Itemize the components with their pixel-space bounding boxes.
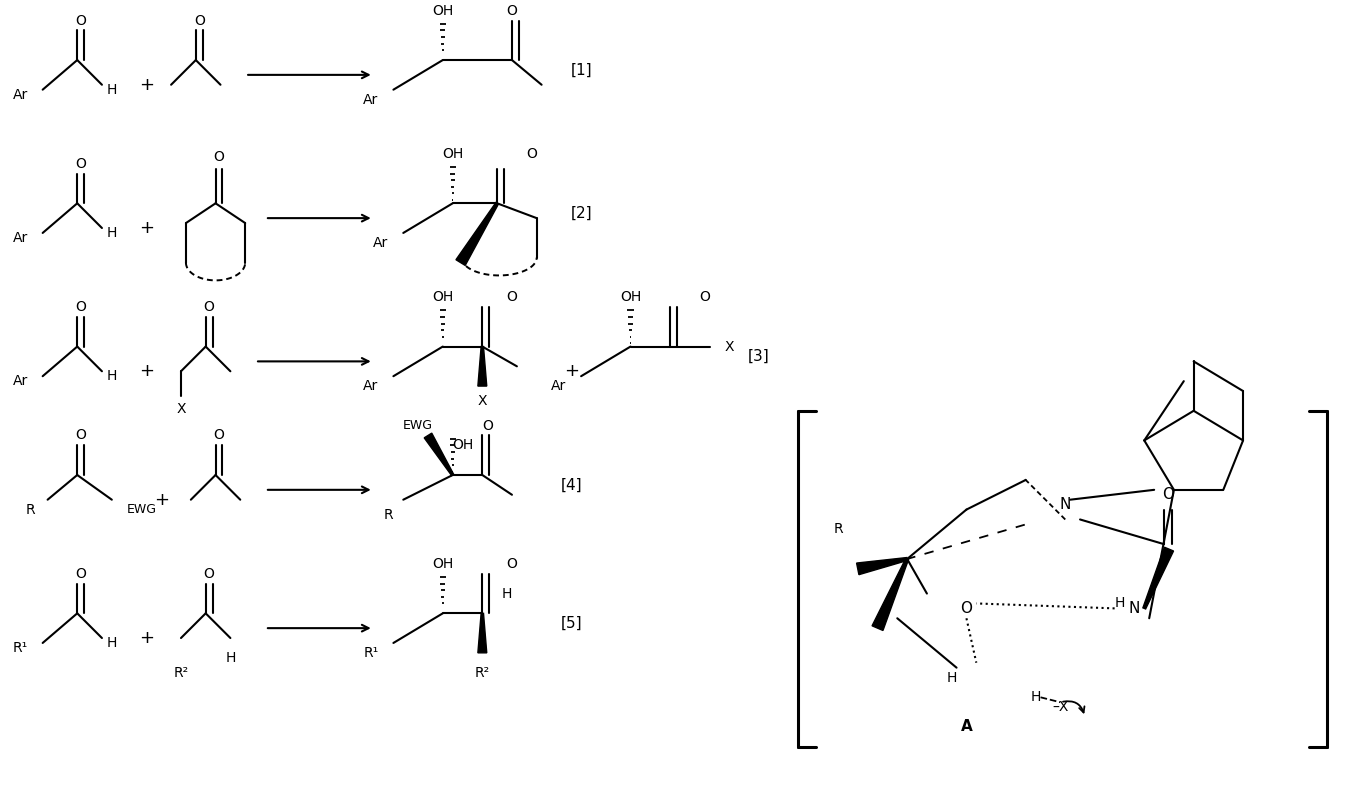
Text: [5]: [5]	[560, 615, 581, 630]
Text: EWG: EWG	[402, 419, 433, 432]
Text: H: H	[225, 651, 236, 665]
Text: Ar: Ar	[373, 236, 389, 250]
Text: Ar: Ar	[363, 92, 378, 107]
Polygon shape	[424, 433, 454, 476]
Text: Ar: Ar	[551, 379, 567, 393]
Polygon shape	[1143, 548, 1174, 609]
Text: H: H	[106, 226, 117, 240]
Text: O: O	[506, 4, 517, 17]
Polygon shape	[856, 558, 907, 574]
Text: O: O	[203, 300, 214, 314]
Text: OH: OH	[452, 439, 474, 452]
Text: +: +	[139, 219, 153, 237]
Text: N: N	[1059, 497, 1071, 512]
Text: O: O	[75, 428, 86, 443]
Text: O: O	[75, 300, 86, 314]
Text: O: O	[699, 290, 711, 305]
Text: R²: R²	[475, 666, 490, 679]
Text: O: O	[75, 567, 86, 581]
Text: OH: OH	[432, 290, 454, 305]
Text: X: X	[724, 339, 734, 353]
Text: +: +	[139, 362, 153, 380]
Text: +: +	[564, 362, 579, 380]
Text: R¹: R¹	[363, 646, 378, 660]
Text: N: N	[1129, 601, 1140, 616]
Text: R: R	[384, 507, 393, 522]
Text: R: R	[833, 522, 843, 537]
Polygon shape	[478, 346, 487, 386]
Text: +: +	[139, 76, 153, 94]
Text: OH: OH	[432, 4, 454, 17]
Text: H: H	[1114, 596, 1125, 611]
Text: O: O	[1162, 488, 1174, 503]
Text: H: H	[1031, 690, 1040, 705]
Text: O: O	[203, 567, 214, 581]
Polygon shape	[872, 559, 909, 630]
Text: –X: –X	[1053, 700, 1069, 714]
Text: [2]: [2]	[571, 206, 592, 221]
Text: Ar: Ar	[12, 231, 28, 245]
Text: O: O	[482, 419, 493, 432]
Polygon shape	[478, 613, 487, 653]
Text: R²: R²	[174, 666, 188, 679]
Text: H: H	[106, 369, 117, 383]
Text: X: X	[176, 402, 186, 416]
Text: O: O	[506, 557, 517, 571]
Text: R¹: R¹	[12, 641, 28, 655]
Text: O: O	[75, 13, 86, 28]
Text: OH: OH	[621, 290, 641, 305]
Text: +: +	[139, 629, 153, 647]
Text: OH: OH	[441, 147, 463, 161]
Text: O: O	[526, 147, 537, 161]
Text: H: H	[106, 636, 117, 650]
Text: O: O	[506, 290, 517, 305]
Text: H: H	[106, 83, 117, 97]
Text: Ar: Ar	[12, 88, 28, 102]
Polygon shape	[456, 203, 498, 265]
Text: H: H	[502, 586, 513, 600]
Text: H: H	[946, 671, 957, 685]
Text: O: O	[75, 157, 86, 170]
Text: Ar: Ar	[12, 374, 28, 388]
Text: X: X	[478, 394, 487, 408]
Text: O: O	[214, 428, 225, 443]
Text: O: O	[961, 601, 972, 616]
Text: O: O	[194, 13, 205, 28]
Text: A: A	[961, 720, 972, 735]
Text: O: O	[214, 150, 225, 164]
Text: OH: OH	[432, 557, 454, 571]
Text: +: +	[153, 491, 168, 509]
Text: [3]: [3]	[748, 349, 770, 364]
Text: EWG: EWG	[127, 503, 156, 516]
Text: [4]: [4]	[560, 477, 581, 492]
Text: R: R	[26, 503, 36, 517]
Text: [1]: [1]	[571, 62, 592, 77]
Text: Ar: Ar	[363, 379, 378, 393]
